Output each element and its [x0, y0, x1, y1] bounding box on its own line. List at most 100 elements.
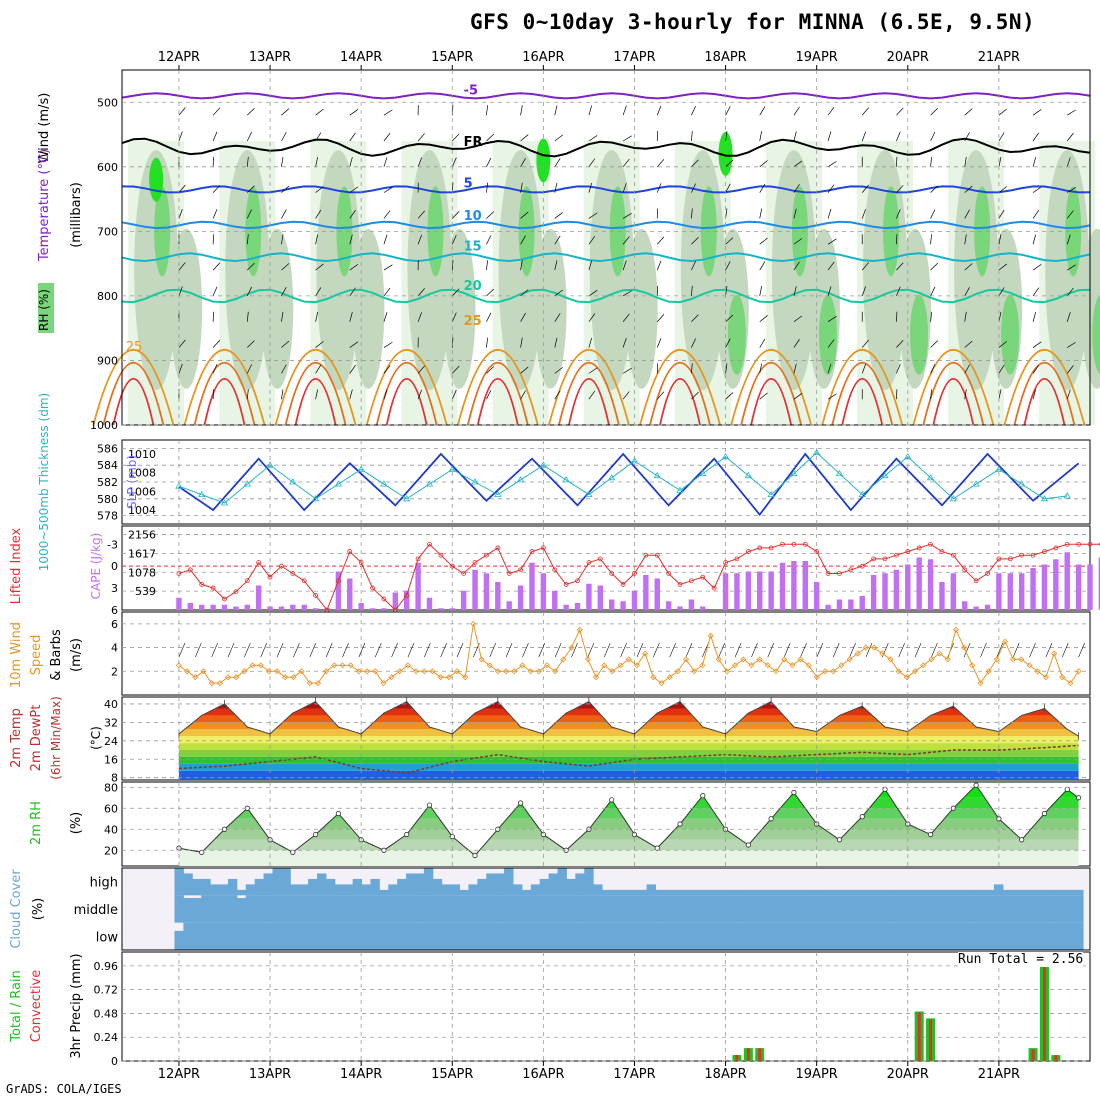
barb-0-800	[178, 286, 183, 297]
barb-45-560	[349, 132, 356, 142]
wind-point-51	[592, 674, 600, 681]
barb-45-680	[349, 210, 356, 219]
cloud-low-31	[450, 922, 461, 950]
cloud-high-50	[619, 889, 630, 896]
cloud-high-60	[708, 889, 719, 896]
upper-ylabel: (millibars)	[69, 182, 84, 248]
barb-36-840	[315, 311, 319, 322]
cloud-low-85	[931, 922, 942, 950]
cloud-high-70	[798, 889, 808, 896]
cloud-middle-61	[717, 895, 728, 923]
cloud-high-11	[272, 868, 282, 896]
cape-bar-7	[255, 585, 262, 610]
barb-189-840	[896, 311, 898, 322]
cape-bar-65	[916, 557, 922, 610]
barb-90-640	[520, 182, 523, 193]
cape-bar-81	[1098, 557, 1100, 610]
barb-108-840	[588, 313, 596, 322]
rh-band-0	[178, 839, 1079, 851]
isotherm-label-10: 10	[464, 209, 482, 224]
cloud-low-97	[1038, 922, 1048, 950]
wind-barb-110	[1078, 642, 1085, 658]
cloud-high-99	[1056, 889, 1066, 896]
thickness-ytick-584: 584	[97, 459, 118, 472]
wind-barb-42	[522, 642, 529, 658]
wind-frame	[121, 611, 1091, 696]
wind-point-17	[314, 680, 322, 687]
cloud-low-77	[860, 922, 870, 950]
barb-0-520	[178, 107, 186, 116]
thickness-marker-3	[243, 480, 251, 487]
wind-barb-16	[309, 642, 317, 658]
wind-ytick-4: 4	[111, 642, 118, 655]
dome-9-0	[912, 348, 995, 426]
bottom-date-label-9: 21APR	[978, 1067, 1020, 1082]
top-date-label-1: 13APR	[249, 50, 291, 65]
rh-point-1	[199, 849, 205, 855]
wind-point-32	[437, 674, 444, 681]
cape-bar-64	[905, 564, 911, 610]
wind-barb-84	[865, 642, 873, 658]
wind-point-24	[372, 668, 379, 675]
cape-bar-62	[882, 573, 888, 610]
wind-point-91	[920, 662, 927, 669]
li-point-35	[575, 578, 580, 584]
barb-18-680	[246, 209, 252, 219]
wind-point-46	[552, 668, 559, 675]
cloud-middle-77	[860, 895, 870, 923]
cape-bar-34	[563, 604, 569, 610]
cloud-high-89	[967, 889, 977, 896]
li-point-21	[415, 556, 421, 562]
cloud-middle-99	[1056, 895, 1066, 923]
barb-36-920	[315, 364, 322, 374]
li-point-59	[848, 567, 854, 573]
cape-bar-50	[745, 571, 752, 610]
cloud-middle-54	[655, 895, 665, 923]
barb-198-960	[930, 389, 932, 400]
rh-point-31	[882, 786, 888, 792]
cloud-low-70	[798, 922, 808, 950]
barb-162-840	[793, 315, 803, 323]
cloud-low-82	[904, 922, 915, 950]
cloud-high-40	[530, 884, 541, 896]
slp-ytick-1006: 1006	[128, 485, 156, 498]
barb-171-760	[827, 261, 835, 271]
thickness-marker-5	[289, 478, 297, 485]
thickness-marker-38	[1040, 495, 1049, 502]
isotherm-FR	[121, 137, 1091, 158]
barb-207-720	[964, 234, 967, 245]
cloud-low-98	[1047, 922, 1057, 950]
li-point-1	[187, 567, 193, 573]
wind-point-29	[413, 668, 420, 675]
cape-bar-20	[404, 590, 410, 610]
cloud-low-75	[842, 922, 852, 950]
cloud-low-67	[771, 922, 781, 950]
wind-point-103	[1018, 656, 1025, 663]
barb-117-520	[622, 105, 627, 116]
wind-point-27	[396, 668, 403, 675]
thickness-marker-15	[516, 476, 525, 483]
li-point-57	[825, 571, 831, 576]
wind-ylabel-c: & Barbs	[49, 629, 64, 681]
precip-ytick-0: 0	[111, 1055, 118, 1068]
cloud-low-25	[397, 922, 407, 950]
li-point-71	[985, 571, 990, 576]
page-title: GFS 0~10day 3-hourly for MINNA (6.5E, 9.…	[470, 10, 1036, 34]
cloud-low-37	[504, 922, 514, 950]
barb-162-640	[793, 184, 800, 193]
cloud-middle-82	[904, 895, 915, 923]
cloud-low-16	[317, 922, 327, 950]
cloud-middle-10	[263, 895, 273, 923]
cloud-middle-80	[887, 895, 897, 923]
cloud-middle-89	[967, 895, 977, 923]
barb-153-560	[759, 131, 762, 142]
barb-27-720	[281, 234, 284, 245]
cloud-middle-16	[317, 895, 327, 923]
barb-216-680	[998, 209, 1005, 219]
isotherm-label--5: -5	[464, 84, 478, 99]
li-point-36	[586, 560, 592, 565]
cloud-low-44	[566, 922, 576, 950]
barb-144-960	[725, 392, 734, 400]
li-point-58	[837, 571, 842, 576]
cloud-low-39	[521, 922, 532, 950]
